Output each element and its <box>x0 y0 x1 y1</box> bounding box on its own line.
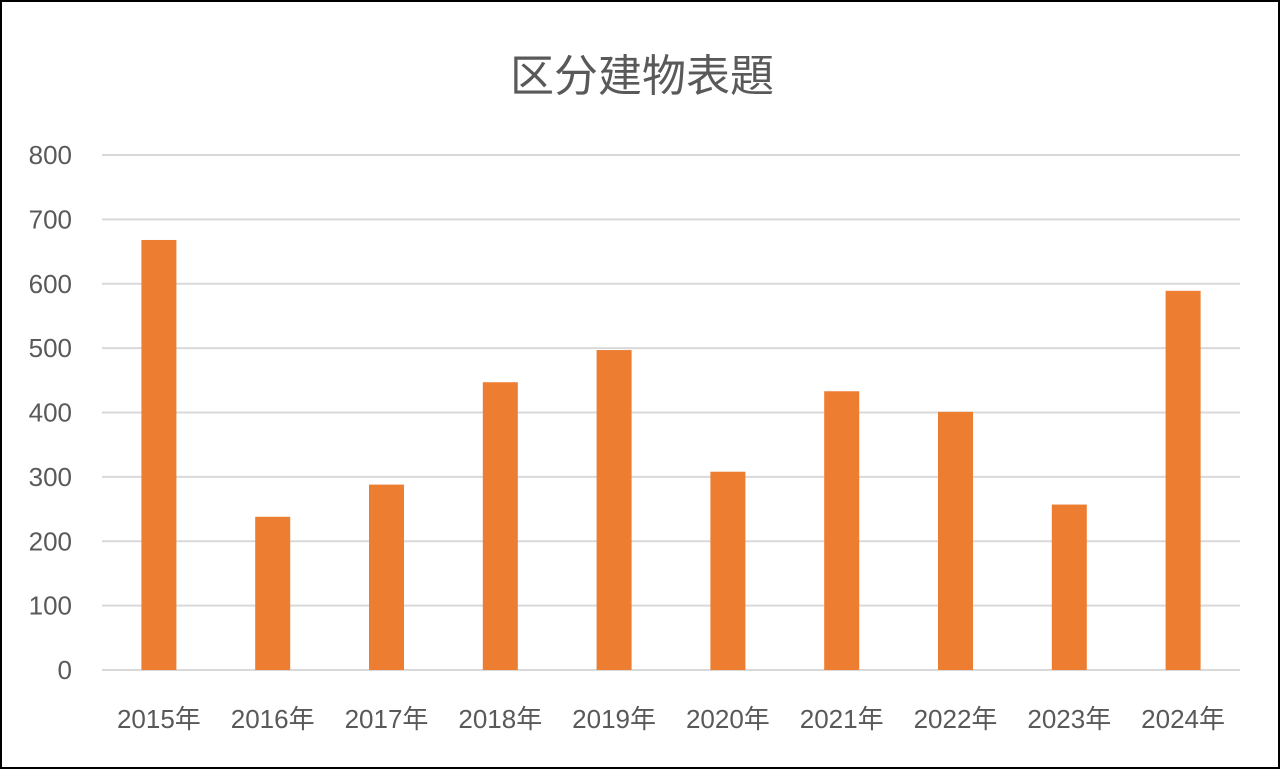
bar <box>482 382 518 670</box>
y-tick-label: 400 <box>29 398 72 428</box>
x-tick-label: 2017年 <box>345 704 429 734</box>
y-tick-label: 0 <box>58 655 72 685</box>
y-tick-label: 200 <box>29 526 72 556</box>
y-tick-label: 700 <box>29 204 72 234</box>
y-tick-label: 500 <box>29 333 72 363</box>
chart-title: 区分建物表題 <box>510 51 774 102</box>
bar <box>1051 504 1087 670</box>
x-tick-label: 2016年 <box>231 704 315 734</box>
y-tick-label: 300 <box>29 462 72 492</box>
x-tick-label: 2020年 <box>686 704 770 734</box>
y-tick-label: 800 <box>29 140 72 170</box>
bar <box>938 411 973 670</box>
bar <box>1165 290 1201 670</box>
bar <box>710 471 746 670</box>
bar <box>369 484 404 670</box>
x-tick-label: 2022年 <box>914 704 998 734</box>
bar <box>824 391 860 670</box>
x-tick-label: 2021年 <box>800 704 884 734</box>
x-tick-label: 2018年 <box>458 704 542 734</box>
bars <box>141 239 1201 670</box>
bar <box>596 350 632 670</box>
y-tick-label: 600 <box>29 269 72 299</box>
x-tick-label: 2019年 <box>572 704 656 734</box>
bar <box>141 239 177 670</box>
x-tick-label: 2023年 <box>1027 704 1111 734</box>
x-tick-label: 2024年 <box>1141 704 1225 734</box>
y-tick-label: 100 <box>29 591 72 621</box>
gridlines <box>102 154 1240 671</box>
bar <box>255 516 291 670</box>
x-axis-ticks: 2015年 2016年 2017年 2018年 2019年 2020年 2021年 2022年… <box>117 704 1225 734</box>
y-axis-ticks: 0 100 200 300 400 500 600 700 800 <box>29 140 72 685</box>
x-tick-label: 2015年 <box>117 704 201 734</box>
